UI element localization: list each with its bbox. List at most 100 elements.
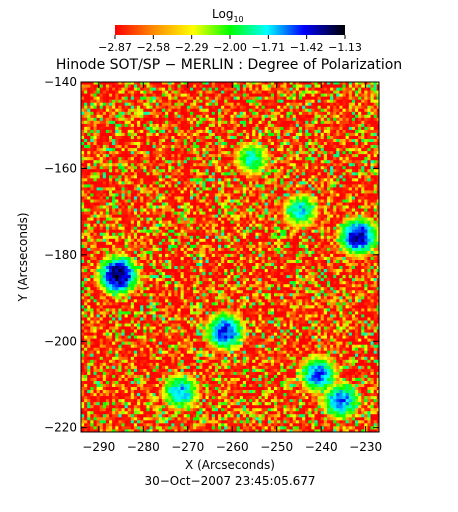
heatmap-cell	[342, 422, 346, 427]
heatmap-cell	[264, 392, 269, 397]
heatmap-cell	[289, 274, 294, 279]
heatmap-cell	[140, 295, 144, 300]
heatmap-cell	[376, 298, 379, 303]
heatmap-cell	[274, 386, 278, 390]
heatmap-cell	[205, 341, 209, 345]
heatmap-cell	[96, 419, 101, 424]
heatmap-cell	[373, 416, 378, 421]
heatmap-cell	[267, 353, 272, 357]
heatmap-cell	[208, 308, 213, 312]
heatmap-cell	[280, 392, 284, 397]
heatmap-cell	[292, 341, 297, 345]
heatmap-cell	[348, 404, 353, 409]
heatmap-cell	[202, 289, 206, 294]
heatmap-cell	[342, 298, 346, 303]
heatmap-cell	[267, 283, 272, 288]
heatmap-cell	[298, 274, 303, 279]
heatmap-cell	[295, 386, 300, 390]
heatmap-cell	[205, 335, 209, 339]
heatmap-cell	[339, 426, 343, 430]
heatmap-cell	[158, 413, 163, 418]
heatmap-cell	[242, 374, 247, 378]
heatmap-cell	[364, 392, 368, 397]
heatmap-cell	[96, 286, 101, 291]
heatmap-cell	[130, 344, 135, 348]
heatmap-cell	[199, 274, 203, 279]
heatmap-cell	[289, 374, 294, 378]
heatmap-cell	[292, 416, 297, 421]
heatmap-cell	[190, 422, 194, 427]
heatmap-cell	[277, 301, 281, 306]
heatmap-cell	[355, 283, 359, 288]
heatmap-cell	[102, 416, 107, 421]
heatmap-cell	[214, 365, 219, 369]
heatmap-cell	[227, 326, 231, 330]
heatmap-cell	[233, 311, 238, 315]
heatmap-cell	[165, 389, 169, 394]
heatmap-cell	[314, 419, 318, 424]
heatmap-cell	[361, 295, 365, 300]
heatmap-cell	[199, 374, 203, 378]
heatmap-cell	[333, 338, 337, 342]
heatmap-cell	[277, 416, 281, 421]
heatmap-cell	[255, 398, 259, 403]
heatmap-cell	[109, 404, 113, 409]
heatmap-cell	[177, 298, 181, 303]
heatmap-cell	[233, 277, 238, 282]
heatmap-cell	[373, 395, 378, 400]
heatmap-cell	[199, 383, 203, 387]
heatmap-cell	[376, 332, 379, 336]
heatmap-cell	[286, 419, 290, 424]
heatmap-cell	[242, 380, 247, 384]
heatmap-cell	[227, 332, 231, 336]
heatmap-cell	[87, 371, 91, 375]
heatmap-cell	[87, 416, 91, 421]
heatmap-cell	[183, 386, 188, 390]
heatmap-cell	[327, 389, 331, 394]
heatmap-cell	[87, 314, 91, 318]
heatmap-cell	[130, 410, 135, 415]
heatmap-cell	[289, 401, 294, 406]
heatmap-cell	[323, 347, 328, 351]
heatmap-cell	[190, 305, 194, 309]
heatmap-cell	[221, 277, 225, 282]
heatmap-cell	[112, 413, 116, 418]
heatmap-cell	[109, 362, 113, 366]
heatmap-cell	[118, 395, 122, 400]
heatmap-cell	[99, 317, 104, 321]
heatmap-cell	[274, 374, 278, 378]
heatmap-cell	[330, 308, 334, 312]
heatmap-cell	[252, 353, 256, 357]
heatmap-cell	[270, 398, 275, 403]
heatmap-cell	[277, 422, 281, 427]
heatmap-cell	[351, 429, 356, 432]
heatmap-cell	[205, 277, 209, 282]
heatmap-cell	[143, 338, 147, 342]
heatmap-cell	[361, 347, 365, 351]
heatmap-cell	[370, 277, 374, 282]
heatmap-cell	[211, 350, 216, 354]
heatmap-cell	[87, 301, 91, 306]
heatmap-cell	[199, 392, 203, 397]
heatmap-cell	[308, 277, 312, 282]
heatmap-cell	[168, 280, 172, 285]
heatmap-cell	[286, 377, 290, 381]
heatmap-cell	[196, 329, 200, 333]
heatmap-cell	[112, 371, 116, 375]
heatmap-cell	[161, 429, 166, 432]
heatmap-cell	[87, 380, 91, 384]
heatmap-cell	[236, 359, 241, 363]
heatmap-cell	[355, 338, 359, 342]
heatmap-cell	[205, 389, 209, 394]
heatmap-cell	[323, 419, 328, 424]
heatmap-cell	[199, 426, 203, 430]
heatmap-cell	[333, 329, 337, 333]
heatmap-cell	[221, 292, 225, 297]
heatmap-cell	[305, 398, 309, 403]
heatmap-cell	[298, 289, 303, 294]
heatmap-cell	[112, 416, 116, 421]
heatmap-cell	[289, 356, 294, 360]
heatmap-cell	[177, 429, 181, 432]
heatmap-cell	[264, 305, 269, 309]
heatmap-cell	[286, 407, 290, 412]
